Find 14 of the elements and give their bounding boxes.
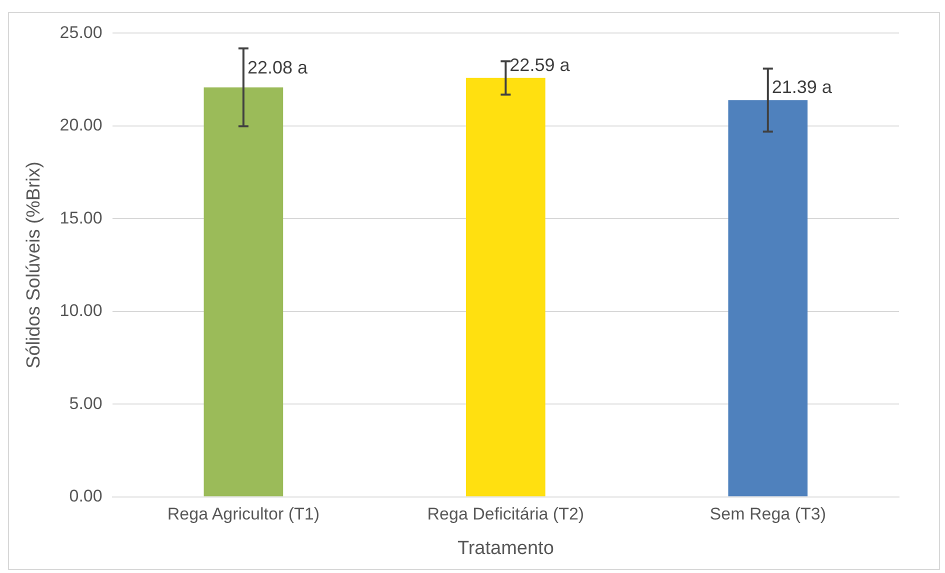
y-tick-label: 15.00: [60, 208, 102, 228]
x-tick-label: Rega Agricultor (T1): [167, 504, 320, 524]
y-axis-title: Sólidos Solúveis (%Brix): [24, 162, 45, 368]
y-tick-label: 25.00: [60, 22, 102, 42]
y-tick-label: 0.00: [69, 486, 102, 506]
y-tick-label: 20.00: [60, 116, 102, 135]
data-label: 21.39 a: [772, 77, 833, 98]
y-tick-label: 5.00: [69, 394, 102, 413]
data-label: 22.59 a: [510, 54, 571, 75]
y-tick-label: 10.00: [60, 301, 102, 320]
x-axis-title: Tratamento: [457, 538, 554, 559]
x-tick-label: Rega Deficitária (T2): [427, 504, 584, 524]
data-label: 22.08 a: [247, 57, 308, 78]
x-tick-label: Sem Rega (T3): [710, 504, 826, 524]
